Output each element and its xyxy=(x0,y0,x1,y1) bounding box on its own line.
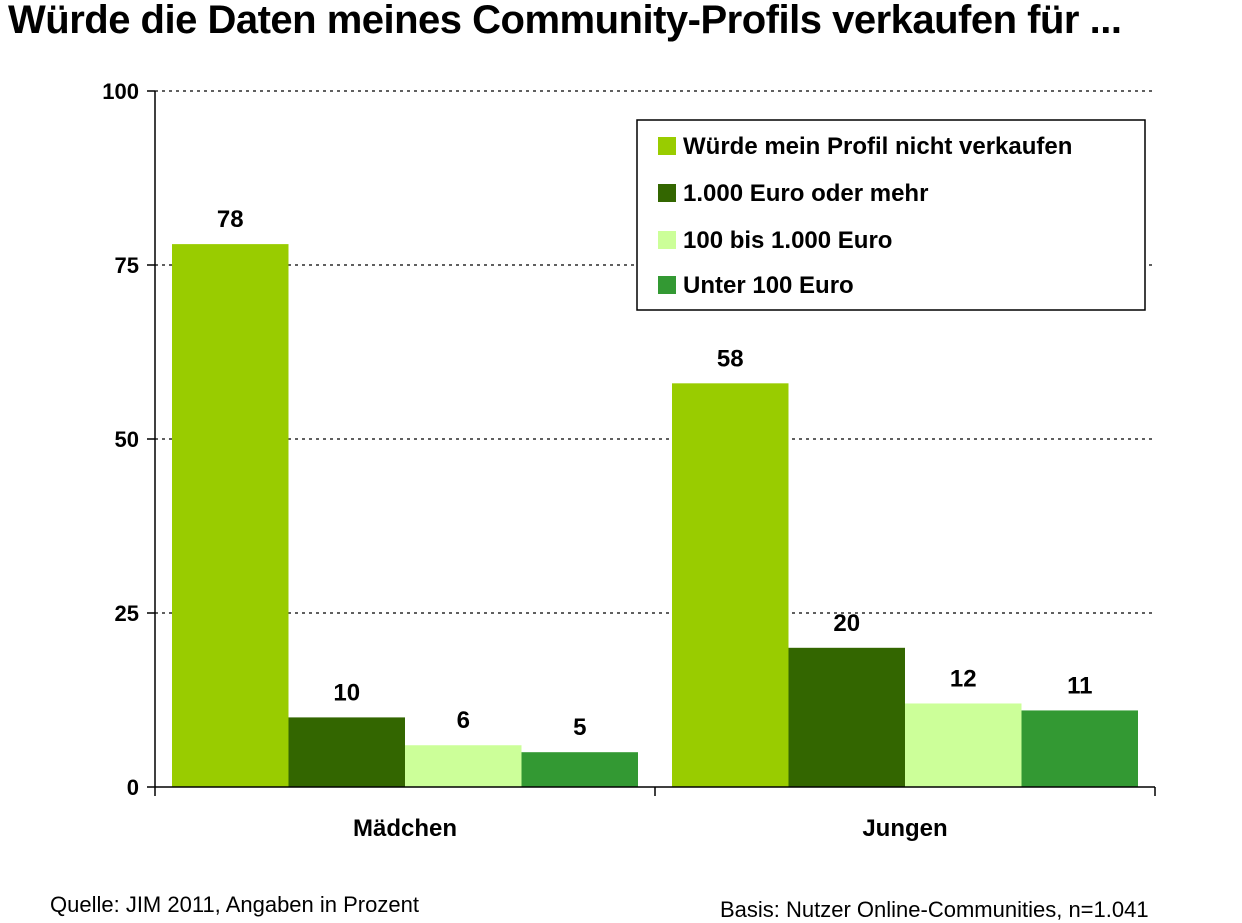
data-label: 78 xyxy=(217,206,244,233)
bar xyxy=(905,703,1022,787)
legend-box xyxy=(636,119,1146,311)
bar xyxy=(788,647,905,787)
data-label: 20 xyxy=(833,610,860,637)
x-category-label: Mädchen xyxy=(353,815,457,842)
legend-swatch xyxy=(658,137,676,155)
data-label: 11 xyxy=(1067,672,1092,699)
chart-title: Würde die Daten meines Community-Profils… xyxy=(8,0,1122,42)
data-label: 5 xyxy=(573,714,586,741)
y-tick-label: 0 xyxy=(127,775,139,800)
basis-note: Basis: Nutzer Online-Communities, n=1.04… xyxy=(720,897,1149,922)
legend-swatch xyxy=(658,276,676,294)
legend-label: Würde mein Profil nicht verkaufen xyxy=(683,133,1072,160)
data-label: 12 xyxy=(950,665,977,692)
data-label: 10 xyxy=(333,679,360,706)
legend-swatch xyxy=(658,231,676,249)
bar xyxy=(405,745,522,787)
bar xyxy=(521,752,638,787)
legend-label: 100 bis 1.000 Euro xyxy=(683,227,892,254)
y-tick-label: 100 xyxy=(102,79,139,104)
legend-swatch xyxy=(658,184,676,202)
x-category-label: Jungen xyxy=(862,815,947,842)
bar xyxy=(288,717,405,787)
y-tick-label: 50 xyxy=(115,427,139,452)
source-note: Quelle: JIM 2011, Angaben in Prozent xyxy=(50,892,419,917)
data-label: 6 xyxy=(457,707,470,734)
legend-label: Unter 100 Euro xyxy=(683,272,854,299)
bar xyxy=(1021,710,1138,787)
legend-label: 1.000 Euro oder mehr xyxy=(683,180,928,207)
y-tick-label: 75 xyxy=(115,253,139,278)
y-tick-label: 25 xyxy=(115,601,139,626)
data-label: 58 xyxy=(717,345,744,372)
bar xyxy=(172,244,289,787)
bar xyxy=(672,383,789,787)
